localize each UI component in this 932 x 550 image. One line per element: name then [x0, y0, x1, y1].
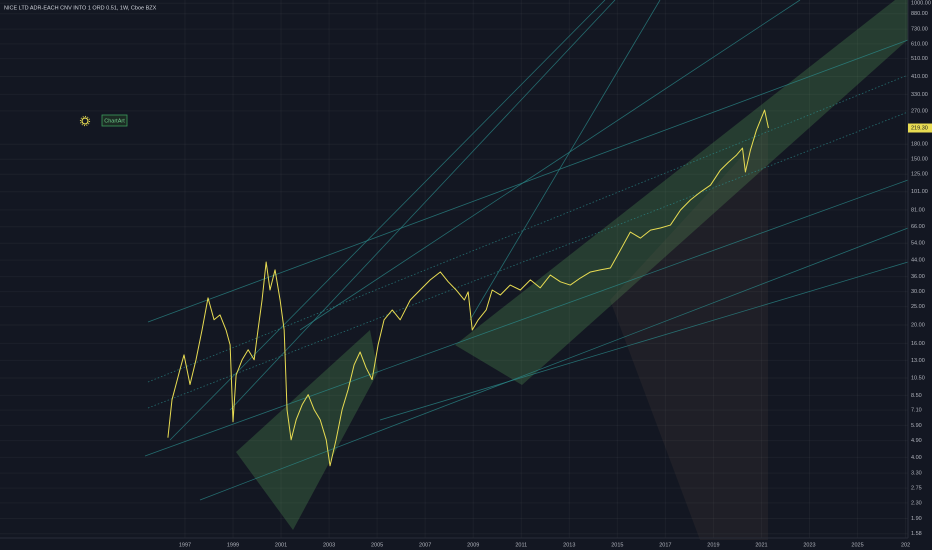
last-price-marker — [908, 123, 932, 133]
y-tick-label: 4.90 — [911, 438, 922, 444]
trend-line — [147, 111, 909, 409]
y-tick-label: 610.00 — [911, 41, 928, 47]
x-tick-label: 202 — [901, 542, 910, 548]
trend-line — [299, 0, 801, 331]
y-tick-label: 30.00 — [911, 289, 925, 295]
y-tick-label: 101.00 — [911, 189, 928, 195]
trend-line — [469, 0, 661, 321]
trend-line — [229, 0, 616, 411]
x-tick-label: 2025 — [851, 542, 863, 548]
x-tick-label: 2003 — [323, 542, 335, 548]
chart-title: NICE LTD ADR-EACH CNV INTO 1 ORD 0.51, 1… — [4, 5, 157, 11]
y-tick-label: 66.00 — [911, 224, 925, 230]
y-tick-label: 4.00 — [911, 455, 922, 461]
y-tick-label: 2.30 — [911, 500, 922, 506]
price-axis — [908, 0, 932, 550]
y-tick-label: 20.00 — [911, 322, 925, 328]
x-tick-label: 2019 — [707, 542, 719, 548]
annotation-box — [101, 114, 128, 127]
trend-line — [144, 179, 909, 457]
x-tick-label: 2001 — [275, 542, 287, 548]
y-tick-label: 3.30 — [911, 471, 922, 477]
trend-line — [199, 227, 909, 501]
last-price-label: 219.30 — [911, 125, 928, 131]
annotation: ChartArt — [104, 118, 125, 124]
y-tick-label: 510.00 — [911, 56, 928, 62]
x-tick-label: 2011 — [515, 542, 527, 548]
y-tick-label: 150.00 — [911, 157, 928, 163]
y-tick-label: 125.00 — [911, 172, 928, 178]
y-tick-label: 7.10 — [911, 408, 922, 414]
y-tick-label: 730.00 — [911, 27, 928, 33]
shade — [610, 128, 768, 540]
y-tick-label: 1.58 — [911, 531, 922, 537]
x-tick-label: 1999 — [227, 542, 239, 548]
channel-fill — [455, 0, 932, 385]
sun-icon — [79, 115, 91, 127]
y-tick-label: 8.50 — [911, 393, 922, 399]
x-tick-label: 2015 — [611, 542, 623, 548]
y-tick-label: 44.00 — [911, 258, 925, 264]
x-tick-label: 2013 — [563, 542, 575, 548]
y-tick-label: 5.90 — [911, 423, 922, 429]
y-tick-label: 270.00 — [911, 108, 928, 114]
y-tick-label: 13.00 — [911, 358, 925, 364]
y-tick-label: 2.75 — [911, 486, 922, 492]
x-tick-label: 2009 — [467, 542, 479, 548]
channel-fill — [236, 330, 378, 530]
y-tick-label: 1000.00 — [911, 1, 931, 7]
y-tick-label: 16.00 — [911, 341, 925, 347]
y-tick-label: 81.00 — [911, 207, 925, 213]
price-line — [167, 109, 769, 467]
y-tick-label: 10.50 — [911, 375, 925, 381]
y-tick-label: 410.00 — [911, 74, 928, 80]
y-tick-label: 180.00 — [911, 142, 928, 148]
x-tick-label: 2023 — [803, 542, 815, 548]
grid — [0, 0, 908, 538]
drawings — [144, 0, 932, 540]
y-tick-label: 54.00 — [911, 241, 925, 247]
trend-line — [379, 261, 909, 421]
trend-line — [169, 0, 606, 441]
x-tick-label: 2017 — [659, 542, 671, 548]
trend-line — [147, 39, 909, 323]
x-tick-label: 1997 — [179, 542, 191, 548]
y-tick-label: 1.90 — [911, 516, 922, 522]
trend-line — [147, 74, 909, 383]
x-tick-label: 2021 — [755, 542, 767, 548]
y-tick-label: 25.00 — [911, 304, 925, 310]
y-tick-label: 330.00 — [911, 92, 928, 98]
x-tick-label: 2005 — [371, 542, 383, 548]
x-tick-label: 2007 — [419, 542, 431, 548]
y-tick-label: 880.00 — [911, 11, 928, 17]
y-tick-label: 36.00 — [911, 274, 925, 280]
